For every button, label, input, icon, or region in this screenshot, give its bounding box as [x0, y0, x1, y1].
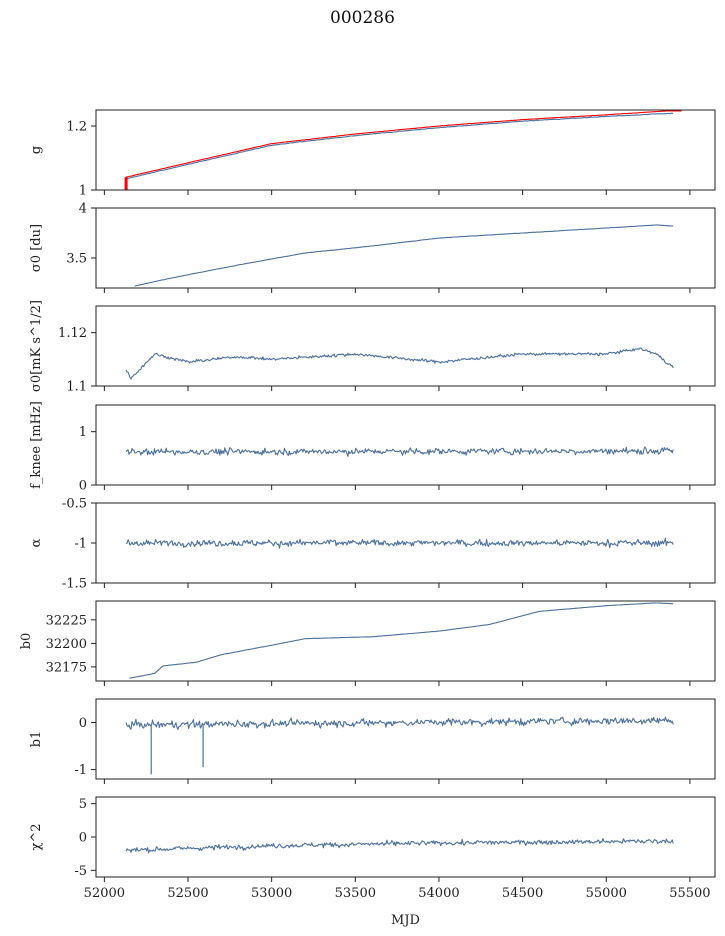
xtick-label-6: 55000 — [586, 886, 627, 901]
ytick-label-b0-0: 32175 — [46, 660, 87, 675]
ylabel-b1: b1 — [29, 731, 44, 748]
ytick-label-g-0: 1 — [79, 184, 87, 199]
ylabel-alpha: α — [29, 538, 44, 547]
series-line-chi2-0 — [125, 837, 674, 854]
ytick-label-b1-1: 0 — [79, 716, 87, 731]
panel-frame-b1 — [95, 698, 716, 780]
ytick-label-b1-0: -1 — [74, 763, 87, 778]
xtick-label-7: 55500 — [669, 886, 710, 901]
panel-frame-sigma0_mK — [95, 305, 716, 387]
panel-frame-chi2 — [95, 796, 716, 878]
ytick-label-fknee-1: 1 — [79, 425, 87, 440]
ytick-label-chi2-0: -5 — [74, 864, 87, 879]
ylabel-sigma0_du: σ0 [du] — [29, 224, 44, 272]
ytick-label-sigma0_du-0: 3.5 — [66, 252, 87, 267]
panel-frame-sigma0_du — [95, 207, 716, 289]
series-line-sigma0_du-0 — [134, 224, 674, 287]
ytick-label-sigma0_mK-0: 1.1 — [66, 380, 87, 395]
series-line-b1-0 — [125, 716, 674, 730]
xtick-label-5: 54500 — [502, 886, 543, 901]
ytick-label-b0-1: 32200 — [46, 637, 87, 652]
ytick-label-chi2-2: 5 — [79, 797, 87, 812]
series-line-g-0 — [126, 112, 674, 180]
ytick-label-g-1: 1.2 — [66, 120, 87, 135]
ytick-label-sigma0_mK-1: 1.12 — [58, 326, 87, 341]
ytick-label-alpha-0: -1.5 — [62, 577, 87, 592]
ytick-label-b0-2: 32225 — [46, 613, 87, 628]
ylabel-b0: b0 — [19, 633, 34, 650]
xtick-label-1: 52500 — [167, 886, 208, 901]
ytick-label-sigma0_du-1: 4 — [79, 202, 87, 217]
panel-frame-b0 — [95, 600, 716, 682]
ylabel-fknee: f_knee [mHz] — [29, 401, 44, 489]
xaxis-label: MJD — [391, 913, 420, 928]
ytick-label-fknee-0: 0 — [79, 479, 87, 494]
ylabel-chi2: χ^2 — [29, 823, 44, 850]
xtick-label-0: 52000 — [84, 886, 125, 901]
ylabel-g: g — [29, 146, 44, 154]
ytick-label-chi2-1: 0 — [79, 831, 87, 846]
series-line-sigma0_mK-0 — [125, 347, 674, 380]
ylabel-sigma0_mK: σ0[mK s^1/2] — [29, 300, 44, 392]
xtick-label-3: 53500 — [335, 886, 376, 901]
ytick-label-alpha-1: -1 — [74, 537, 87, 552]
xtick-label-2: 53000 — [251, 886, 292, 901]
series-line-b0-0 — [129, 602, 674, 679]
panel-frame-fknee — [95, 404, 716, 486]
series-line-fknee-0 — [125, 446, 674, 457]
panel-frame-g — [95, 109, 716, 191]
ytick-label-alpha-2: -0.5 — [62, 497, 87, 512]
series-line-g-1 — [125, 110, 682, 178]
figure-title: 000286 — [330, 8, 395, 28]
series-line-alpha-0 — [125, 537, 674, 549]
xtick-label-4: 54000 — [418, 886, 459, 901]
